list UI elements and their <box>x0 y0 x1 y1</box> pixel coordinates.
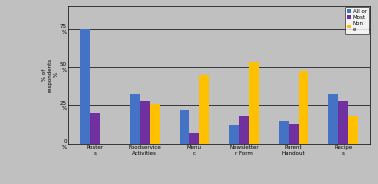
Legend: All or, Most, Non
e: All or, Most, Non e <box>345 7 369 34</box>
Bar <box>90 113 100 144</box>
Bar <box>140 101 150 144</box>
Bar <box>338 101 348 144</box>
Bar <box>189 133 200 144</box>
Bar <box>81 29 90 144</box>
Bar <box>200 75 209 144</box>
Bar <box>249 62 259 144</box>
Bar <box>299 71 308 144</box>
Bar <box>150 104 160 144</box>
Bar <box>289 124 299 144</box>
Bar <box>180 110 189 144</box>
Bar <box>328 94 338 144</box>
Y-axis label: % of
respondents
%: % of respondents % <box>42 57 58 92</box>
Bar <box>348 116 358 144</box>
Bar <box>239 116 249 144</box>
Bar <box>279 121 289 144</box>
Bar <box>229 125 239 144</box>
Bar <box>130 94 140 144</box>
